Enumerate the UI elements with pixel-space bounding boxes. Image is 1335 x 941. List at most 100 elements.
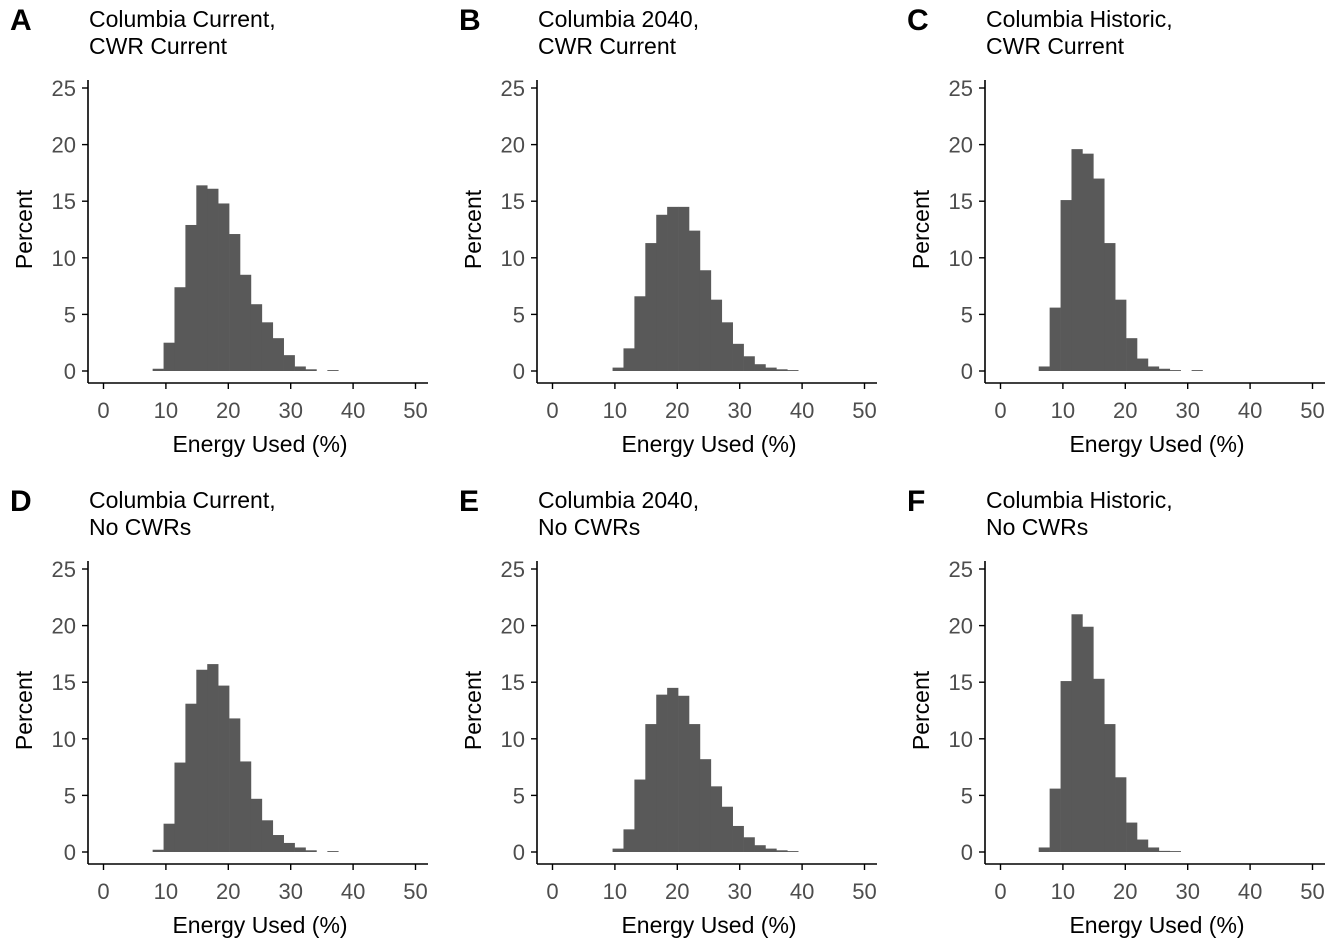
chart-panel-f: F Columbia Historic, No CWRs 0 5 10 15 20 25 0 10 2… (897, 481, 1335, 941)
chart-panel-b: B Columbia 2040, CWR Current 0 5 10 15 20 25 0 10 2… (449, 0, 894, 460)
histogram-bar (787, 370, 799, 371)
chart-title-line: Columbia 2040, (538, 6, 700, 32)
x-tick-label: 30 (278, 398, 302, 423)
x-tick-label: 40 (1238, 879, 1262, 904)
histogram-bar (667, 206, 679, 371)
histogram-bar (1038, 366, 1050, 371)
chart-title-line: Columbia Current, (89, 487, 276, 513)
y-tick-label: 10 (52, 727, 76, 752)
chart-panel-c: C Columbia Historic, CWR Current 0 5 10 15 20 25… (897, 0, 1335, 460)
y-tick-label: 0 (513, 359, 525, 384)
histogram-bar (1169, 851, 1181, 852)
y-tick-label: 25 (52, 557, 76, 582)
chart-panel-d: D Columbia Current, No CWRs 0 5 10 15 20 25 0 10 20… (0, 481, 445, 941)
x-tick-label: 20 (1113, 879, 1137, 904)
y-tick-label: 15 (501, 670, 525, 695)
histogram-bar (623, 829, 635, 852)
x-tick-label: 20 (216, 398, 240, 423)
histogram-bar (327, 370, 339, 371)
histogram-bar (634, 296, 646, 371)
panel-tag: F (907, 485, 926, 518)
x-axis-title: Energy Used (%) (172, 912, 347, 938)
histogram-bar (261, 322, 274, 371)
histogram-bar (218, 203, 230, 371)
histogram-bar (305, 850, 317, 852)
histogram-svg: 0 5 10 15 20 25 0 10 20 30 40 50 Energy Used (%) Perc… (908, 76, 1325, 457)
histogram-bar (1082, 153, 1094, 371)
histogram-bar (152, 849, 164, 852)
x-tick-label: 30 (727, 879, 751, 904)
y-tick-label: 5 (64, 783, 76, 808)
histogram-bar (776, 369, 788, 371)
x-tick-label: 50 (403, 879, 427, 904)
chart-title-line: CWR Current (538, 33, 677, 59)
y-axis-title: Percent (11, 189, 37, 269)
y-tick-label: 25 (501, 557, 525, 582)
histogram-bar (294, 366, 306, 371)
histogram-bar (163, 823, 175, 852)
histogram-bar (776, 850, 788, 852)
y-tick-label: 5 (64, 302, 76, 327)
histogram-svg: 0 5 10 15 20 25 0 10 20 30 40 50 Energy Used (%) Perc… (460, 76, 877, 457)
x-tick-label: 10 (1051, 398, 1075, 423)
y-tick-label: 20 (501, 614, 525, 639)
histogram-bar (261, 820, 274, 852)
y-tick-label: 5 (961, 302, 973, 327)
histogram-bar (634, 779, 646, 852)
histogram-bar (283, 355, 295, 371)
histogram-bar (1093, 178, 1105, 371)
histogram-bar (1082, 626, 1094, 852)
histogram-bar (656, 214, 668, 371)
histogram-bar (1137, 839, 1149, 852)
y-axis-title: Percent (460, 670, 486, 750)
y-tick-label: 0 (961, 840, 973, 865)
histogram-bar (272, 338, 284, 371)
chart-title: Columbia Historic, CWR Current (986, 6, 1173, 60)
x-tick-label: 30 (727, 398, 751, 423)
histogram-bar (305, 369, 317, 371)
x-tick-label: 30 (278, 879, 302, 904)
histogram-bar (1104, 243, 1116, 371)
panel-tag: E (459, 485, 480, 518)
histogram-bar (1115, 777, 1127, 852)
histogram-bar (229, 234, 241, 371)
histogram-bar (1169, 370, 1181, 371)
chart-title-line: Columbia Current, (89, 6, 276, 32)
histogram-bar (152, 368, 164, 371)
chart-title-line: No CWRs (986, 514, 1089, 540)
x-tick-label: 0 (546, 879, 558, 904)
y-tick-label: 10 (501, 246, 525, 271)
x-tick-label: 50 (852, 398, 876, 423)
histogram-bar (185, 224, 197, 371)
histogram-bar (743, 837, 755, 852)
histogram-bar (185, 703, 197, 852)
histogram-bar (1115, 299, 1127, 371)
x-tick-label: 50 (1300, 398, 1324, 423)
histogram-bar (196, 669, 208, 852)
y-tick-label: 15 (949, 670, 973, 695)
x-tick-label: 40 (790, 398, 814, 423)
histogram-bar (240, 761, 252, 852)
histogram-bar (765, 367, 777, 371)
x-tick-label: 10 (603, 398, 627, 423)
histogram-bar (1191, 370, 1203, 371)
chart-panel-a: A Columbia Current, CWR Current 0 5 10 15 20 25 0… (0, 0, 445, 460)
x-axis-title: Energy Used (%) (172, 431, 347, 457)
x-tick-label: 40 (341, 879, 365, 904)
histogram-svg: 0 5 10 15 20 25 0 10 20 30 40 50 Energy Used (%) Perc… (11, 76, 428, 457)
histogram-svg: 0 5 10 15 20 25 0 10 20 30 40 50 Energy Used (%) Perc… (908, 557, 1325, 938)
x-tick-label: 0 (546, 398, 558, 423)
histogram-bar (689, 230, 701, 371)
x-tick-label: 50 (852, 879, 876, 904)
histogram-bar (207, 188, 219, 371)
y-tick-label: 25 (949, 557, 973, 582)
histogram-bar (1126, 822, 1138, 852)
histogram-bar (327, 851, 339, 852)
panel-tag: B (459, 4, 481, 37)
histogram-bar (294, 847, 306, 852)
histogram-bar (240, 274, 252, 371)
x-tick-label: 0 (97, 398, 109, 423)
x-tick-label: 20 (216, 879, 240, 904)
chart-title-line: No CWRs (89, 514, 192, 540)
